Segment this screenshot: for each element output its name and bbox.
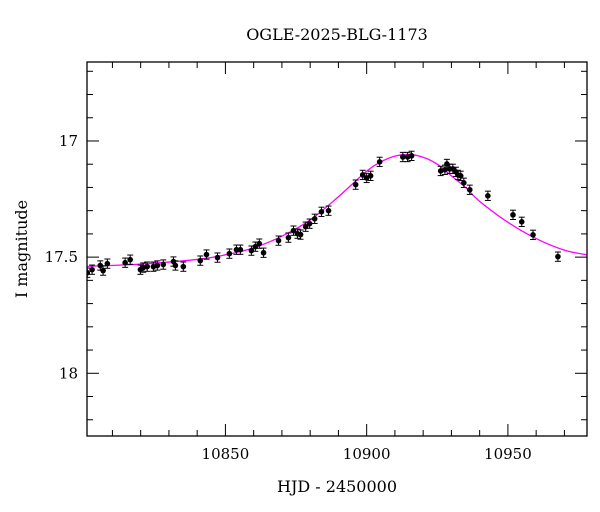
- data-point: [203, 249, 210, 260]
- y-axis-label: I magnitude: [12, 200, 31, 298]
- point-marker: [127, 256, 134, 263]
- data-point: [297, 229, 304, 240]
- data-point: [404, 151, 411, 163]
- point-marker: [248, 247, 255, 254]
- data-point: [460, 177, 467, 188]
- model-line: [87, 153, 587, 268]
- data-point: [122, 257, 129, 268]
- y-tick-labels: 17 17.5 18: [45, 132, 78, 382]
- data-point: [127, 254, 134, 265]
- point-marker: [226, 250, 233, 257]
- data-point: [376, 156, 383, 168]
- point-marker: [311, 216, 318, 222]
- y-tick-label: 18: [59, 364, 78, 382]
- x-tick-labels: 10850 10900 10950: [202, 445, 532, 463]
- point-marker: [437, 168, 444, 174]
- point-marker: [400, 154, 406, 160]
- x-axis-label: HJD - 2450000: [277, 477, 397, 496]
- point-marker: [367, 173, 374, 179]
- point-marker: [100, 267, 106, 274]
- point-marker: [203, 251, 210, 258]
- data-point: [306, 218, 313, 229]
- point-marker: [408, 153, 415, 159]
- point-marker: [485, 193, 491, 199]
- data-point: [160, 259, 167, 270]
- plot-area: [86, 61, 588, 437]
- point-marker: [122, 259, 128, 266]
- y-tick-label: 17.5: [45, 248, 78, 266]
- data-point: [89, 264, 96, 275]
- data-point: [237, 244, 244, 255]
- plot-frame: [86, 61, 588, 437]
- point-marker: [530, 232, 536, 238]
- data-point: [554, 251, 561, 262]
- point-marker: [285, 234, 292, 241]
- data-point: [408, 150, 415, 161]
- data-point: [172, 260, 179, 271]
- data-point: [437, 165, 444, 177]
- point-marker: [180, 263, 187, 270]
- data-point: [484, 190, 491, 201]
- point-marker: [233, 246, 240, 253]
- point-marker: [214, 254, 221, 261]
- point-marker: [237, 246, 244, 253]
- model-curve: [87, 153, 587, 268]
- point-marker: [297, 231, 304, 238]
- point-marker: [518, 219, 525, 225]
- point-marker: [376, 159, 383, 165]
- point-marker: [144, 263, 150, 270]
- data-point: [104, 258, 111, 269]
- data-point: [137, 264, 144, 275]
- point-marker: [172, 262, 179, 269]
- data-point: [367, 170, 374, 181]
- data-point: [144, 261, 151, 272]
- x-tick-label: 10900: [343, 445, 391, 463]
- point-marker: [197, 257, 204, 264]
- point-marker: [457, 173, 464, 179]
- data-point: [100, 265, 107, 276]
- data-point: [154, 260, 161, 271]
- data-point: [352, 179, 359, 190]
- axis-ticks: [87, 62, 587, 436]
- point-marker: [256, 240, 263, 247]
- data-point: [530, 229, 537, 240]
- data-points: [87, 150, 561, 278]
- data-point: [226, 248, 233, 259]
- point-marker: [325, 207, 332, 214]
- point-marker: [461, 179, 467, 186]
- x-tick-label: 10850: [202, 445, 250, 463]
- data-point: [518, 216, 525, 227]
- y-tick-label: 17: [59, 132, 78, 150]
- point-marker: [160, 261, 167, 268]
- point-marker: [352, 181, 359, 188]
- data-point: [325, 205, 332, 216]
- point-marker: [466, 186, 473, 193]
- data-point: [180, 261, 187, 272]
- data-point: [311, 213, 318, 224]
- data-point: [457, 170, 464, 181]
- point-marker: [318, 209, 325, 215]
- point-marker: [275, 237, 282, 244]
- point-marker: [104, 260, 111, 267]
- point-marker: [89, 266, 95, 273]
- data-point: [260, 247, 267, 258]
- data-point: [214, 252, 221, 263]
- x-tick-label: 10950: [484, 445, 532, 463]
- data-point: [197, 255, 204, 266]
- data-point: [509, 209, 516, 220]
- point-marker: [154, 262, 161, 269]
- point-marker: [306, 220, 313, 227]
- chart-title: OGLE-2025-BLG-1173: [246, 25, 428, 44]
- data-point: [466, 184, 473, 195]
- point-marker: [260, 249, 267, 256]
- point-marker: [510, 212, 516, 218]
- point-marker: [555, 253, 561, 260]
- data-point: [275, 235, 282, 246]
- data-point: [285, 232, 292, 243]
- data-point: [318, 206, 325, 217]
